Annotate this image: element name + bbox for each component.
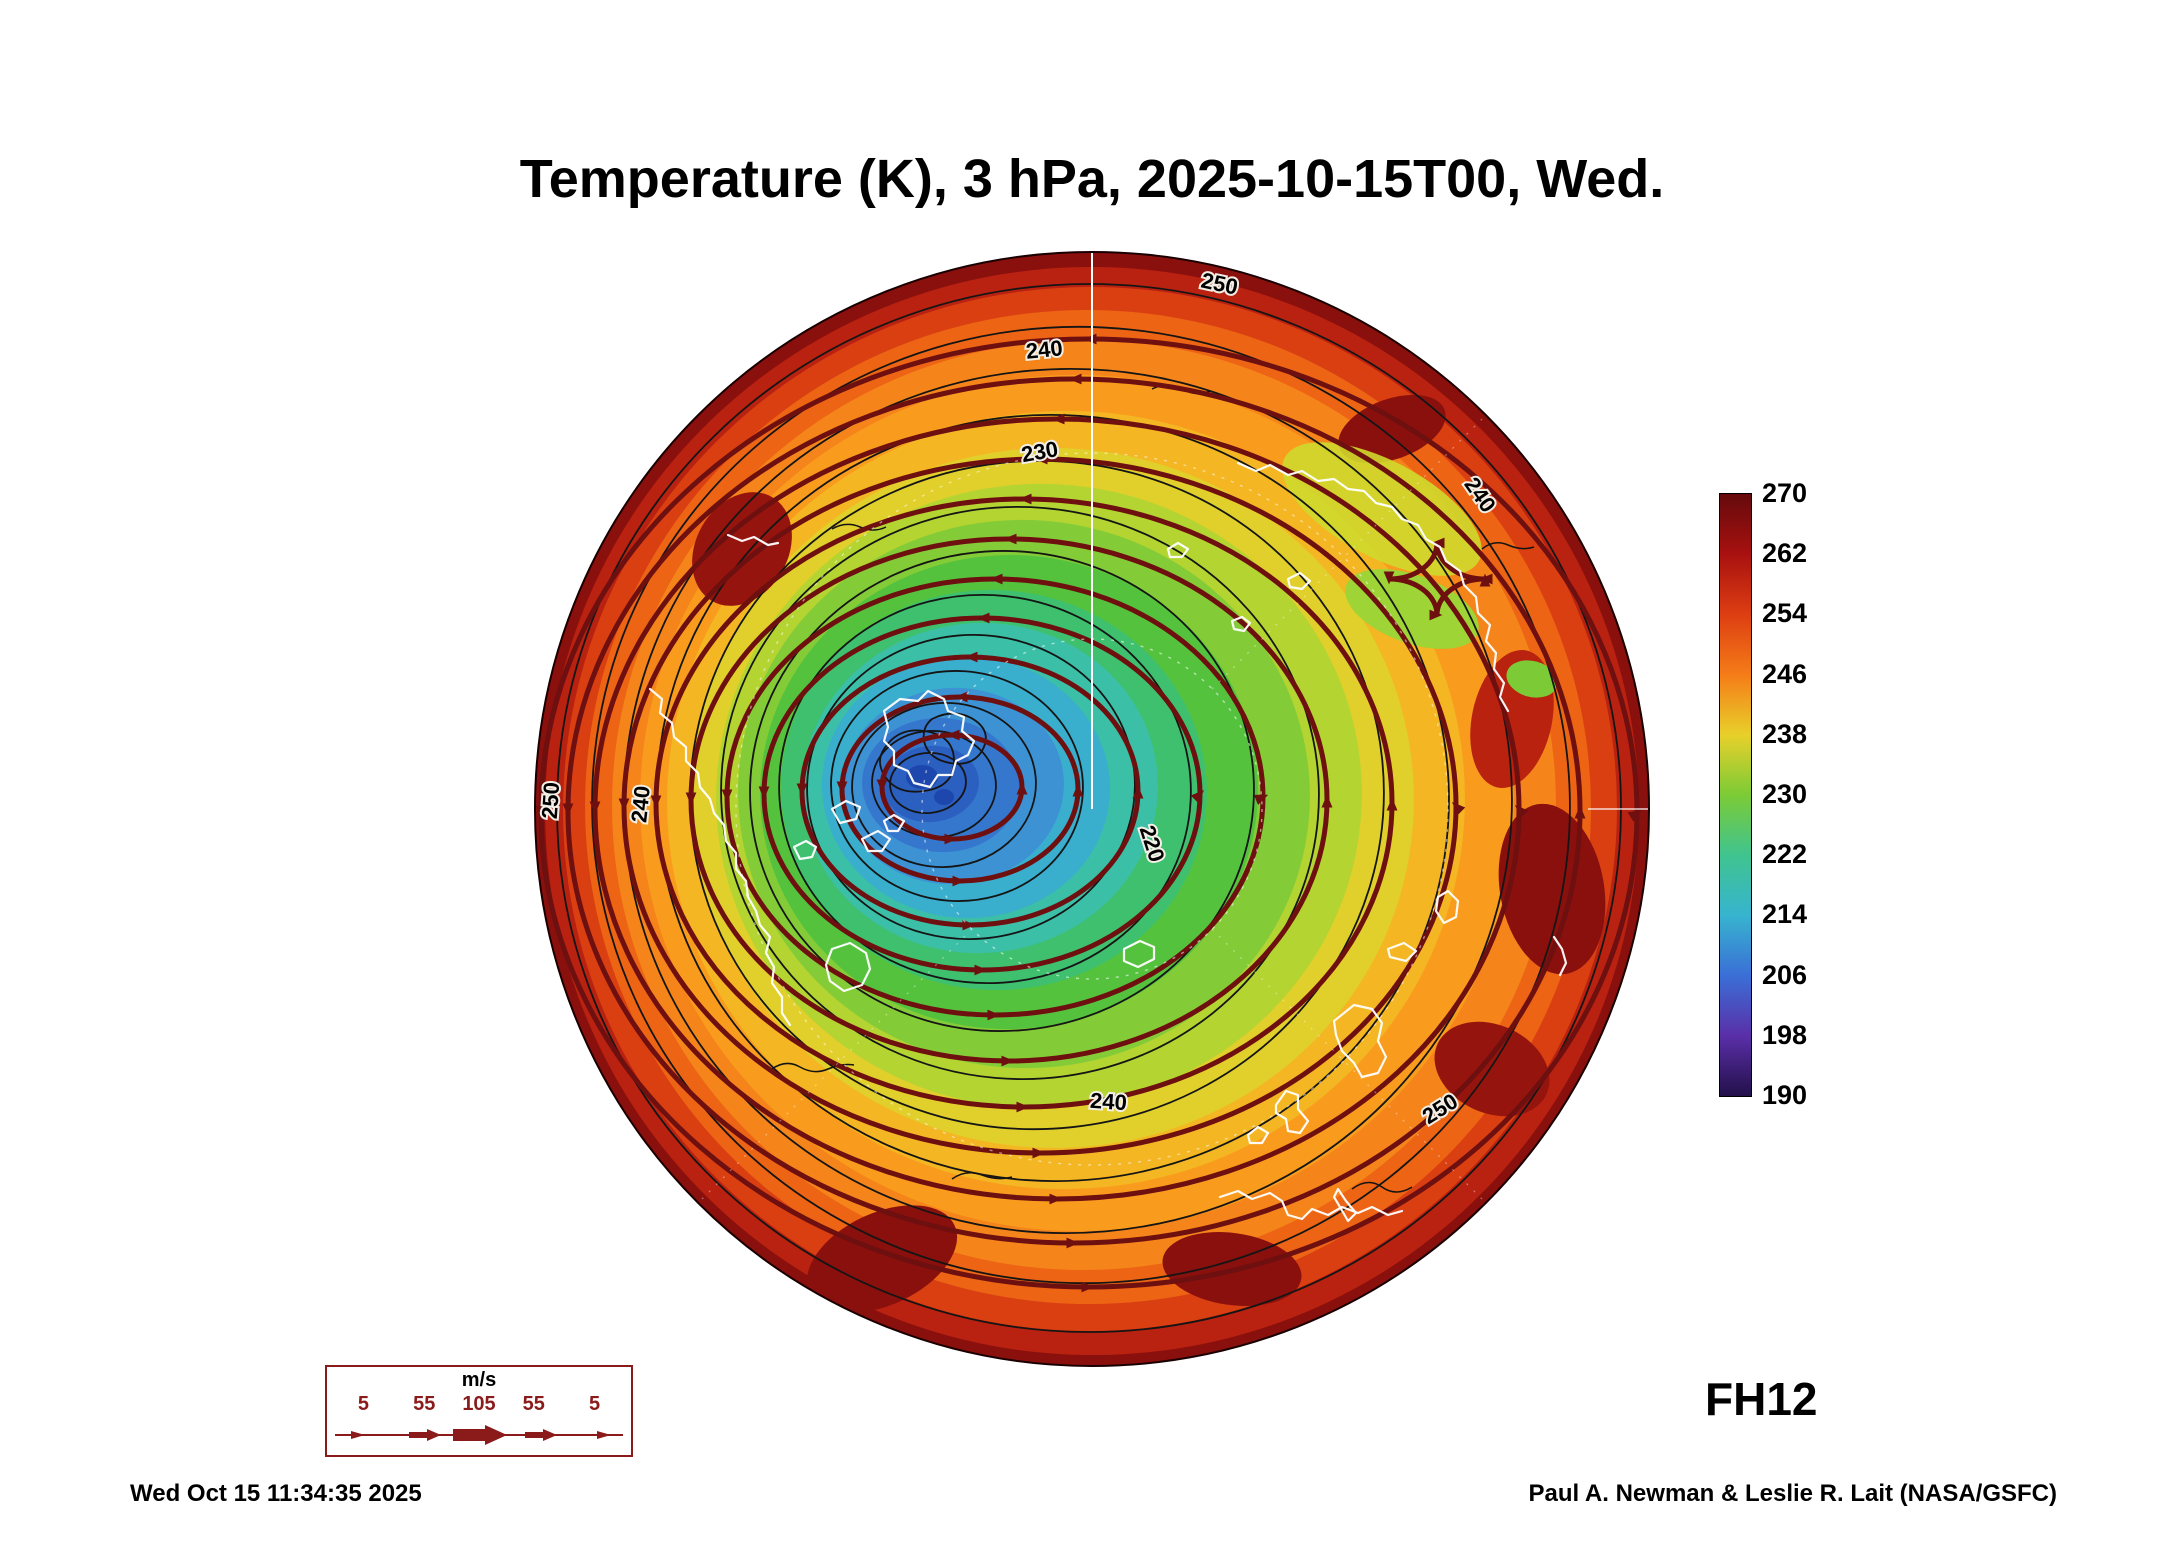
contour-label: 250 xyxy=(537,781,565,819)
colorbar-tick: 190 xyxy=(1762,1079,1808,1110)
wind-streamlines xyxy=(541,339,1637,1287)
colorbar-tick: 198 xyxy=(1762,1019,1808,1050)
colorbar-tick: 230 xyxy=(1762,778,1808,809)
colorbar-tick: 206 xyxy=(1762,959,1808,990)
contour-label: 240 xyxy=(1025,335,1064,364)
coastlines xyxy=(648,461,1568,1223)
colorbar-tick: 262 xyxy=(1762,538,1808,569)
wind-legend-tick: 5 xyxy=(588,1393,601,1415)
contour-labels: 250 240 230 220 250 240 240 250 240 xyxy=(535,266,1503,1131)
colorbar-tick: 222 xyxy=(1762,839,1808,870)
wind-legend-tick: 55 xyxy=(522,1393,545,1415)
map-boundary xyxy=(534,251,1650,1367)
colorbar-tick: 270 xyxy=(1762,478,1808,508)
colorbar-tick: 254 xyxy=(1762,598,1808,629)
wind-legend-tick: 5 xyxy=(357,1393,370,1415)
wind-scale-glyph xyxy=(335,1425,623,1445)
wind-legend-tick: 55 xyxy=(413,1393,436,1415)
colorbar-tick: 238 xyxy=(1762,718,1808,749)
colorbar-gradient xyxy=(1719,493,1752,1097)
colorbar-tick: 246 xyxy=(1762,658,1808,689)
wind-speed-legend: m/s 5 55 105 55 5 xyxy=(325,1365,633,1457)
colorbar-tick-labels: 270 262 254 246 238 230 222 214 206 198 … xyxy=(1762,479,1842,1109)
generation-timestamp: Wed Oct 15 11:34:35 2025 xyxy=(130,1480,422,1507)
chart-title: Temperature (K), 3 hPa, 2025-10-15T00, W… xyxy=(519,149,1665,209)
contour-label: 240 xyxy=(626,785,655,824)
colorbar-tick: 214 xyxy=(1762,899,1808,930)
graticule xyxy=(701,252,1649,1200)
forecast-hour-label: FH12 xyxy=(1705,1373,1818,1425)
polar-map-svg: 250 240 230 220 250 240 240 250 240 xyxy=(534,251,1650,1367)
credit-text: Paul A. Newman & Leslie R. Lait (NASA/GS… xyxy=(1528,1480,2057,1507)
wind-legend-unit: m/s xyxy=(461,1369,497,1391)
wind-legend-tick: 105 xyxy=(462,1393,496,1415)
contour-label: 240 xyxy=(1089,1088,1127,1116)
polar-map: 250 240 230 220 250 240 240 250 240 xyxy=(532,249,1652,1369)
